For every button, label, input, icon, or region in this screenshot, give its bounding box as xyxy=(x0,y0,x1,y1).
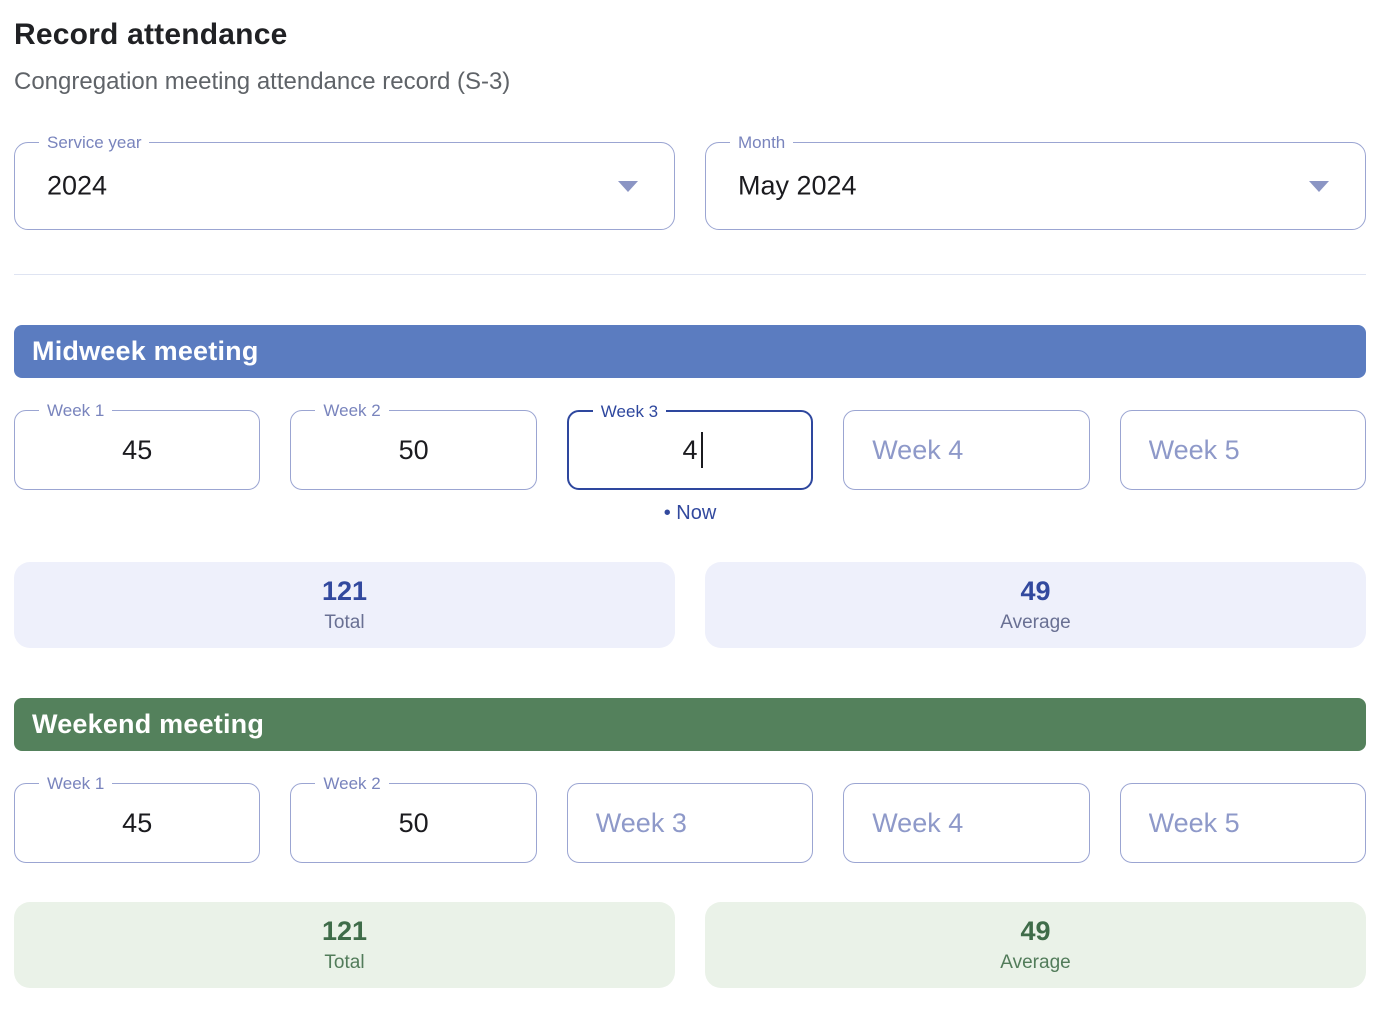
midweek-total-value: 121 xyxy=(321,576,368,606)
midweek-average-card: 49 Average xyxy=(705,562,1366,648)
midweek-average-value: 49 xyxy=(1020,576,1051,606)
divider xyxy=(14,274,1366,275)
midweek-total-card: 121 Total xyxy=(14,562,675,648)
filters-row: Service year 2024 Month May 2024 xyxy=(14,133,1366,230)
chevron-down-icon xyxy=(1309,181,1329,193)
page-title: Record attendance xyxy=(14,18,288,51)
weekend-week2-field: Week 2 xyxy=(290,774,537,863)
midweek-week4-input[interactable] xyxy=(844,411,1089,489)
weekend-week5-input[interactable] xyxy=(1120,784,1365,862)
text-caret xyxy=(700,432,703,468)
midweek-week3-input[interactable] xyxy=(568,412,812,488)
weekend-week1-field: Week 1 xyxy=(14,774,261,863)
weekend-week3-field xyxy=(566,783,814,863)
weekend-summary-row: 121 Total 49 Average xyxy=(14,902,1366,988)
midweek-section-header: Midweek meeting xyxy=(14,325,1366,378)
midweek-week3-label: Week 3 xyxy=(592,402,667,422)
weekend-week1-label: Week 1 xyxy=(39,774,113,794)
service-year-select[interactable]: Service year 2024 xyxy=(14,133,675,230)
month-select[interactable]: Month May 2024 xyxy=(705,133,1366,230)
midweek-week1-input[interactable] xyxy=(15,411,260,489)
weekend-average-card: 49 Average xyxy=(705,902,1366,988)
midweek-week2-label: Week 2 xyxy=(315,401,389,421)
weekend-week3-input[interactable] xyxy=(567,784,813,862)
weekend-total-value: 121 xyxy=(321,916,368,946)
midweek-week1-field: Week 1 xyxy=(14,401,261,490)
month-value: May 2024 xyxy=(738,170,857,201)
weekend-total-label: Total xyxy=(324,952,365,973)
weekend-week2-input[interactable] xyxy=(291,784,536,862)
weekend-total-card: 121 Total xyxy=(14,902,675,988)
now-indicator: • Now xyxy=(663,502,717,524)
chevron-down-icon xyxy=(618,181,638,193)
month-label: Month xyxy=(730,133,794,153)
weekend-week1-input[interactable] xyxy=(15,784,260,862)
midweek-week2-input[interactable] xyxy=(291,411,536,489)
weekend-week5-field xyxy=(1119,783,1366,863)
midweek-week2-field: Week 2 xyxy=(290,401,537,490)
service-year-label: Service year xyxy=(39,133,150,153)
weekend-week4-input[interactable] xyxy=(844,784,1089,862)
midweek-average-label: Average xyxy=(1000,612,1071,633)
weekend-average-label: Average xyxy=(1000,952,1071,973)
midweek-week3-field: Week 3 xyxy=(566,402,814,490)
midweek-week1-label: Week 1 xyxy=(39,401,113,421)
weekend-section-header: Weekend meeting xyxy=(14,698,1366,751)
weekend-week4-field xyxy=(843,783,1090,863)
weekend-weeks-row: Week 1 Week 2 xyxy=(14,774,1366,863)
page-subtitle: Congregation meeting attendance record (… xyxy=(14,68,511,95)
weekend-average-value: 49 xyxy=(1020,916,1051,946)
weekend-week2-label: Week 2 xyxy=(315,774,389,794)
midweek-now-row: • Now xyxy=(14,502,1366,526)
midweek-week5-input[interactable] xyxy=(1120,411,1365,489)
midweek-week5-field xyxy=(1119,410,1366,490)
midweek-week4-field xyxy=(843,410,1090,490)
midweek-total-label: Total xyxy=(324,612,365,633)
midweek-weeks-row: Week 1 Week 2 Week 3 xyxy=(14,401,1366,490)
midweek-summary-row: 121 Total 49 Average xyxy=(14,562,1366,648)
service-year-value: 2024 xyxy=(47,170,108,201)
